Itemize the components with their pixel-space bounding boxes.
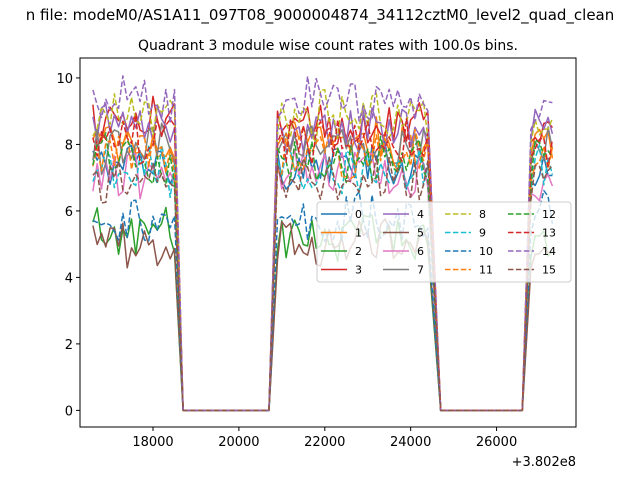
legend-label-7: 7	[417, 264, 424, 277]
x-axis-offset-label: +3.802e8	[512, 455, 576, 470]
legend-label-12: 12	[542, 208, 556, 221]
y-tick-label: 2	[65, 338, 73, 353]
x-tick-label: 18000	[132, 435, 173, 450]
y-tick-label: 8	[65, 138, 73, 153]
legend-label-13: 13	[542, 227, 556, 240]
series-line-13	[92, 114, 554, 412]
legend-label-0: 0	[355, 208, 362, 221]
series-line-14	[92, 75, 553, 412]
y-axis-ticks: 0 2 4 6 8 10	[56, 72, 80, 419]
x-tick-label: 26000	[476, 435, 517, 450]
series-line-8	[92, 88, 554, 412]
x-tick-label: 24000	[390, 435, 431, 450]
legend-label-4: 4	[417, 208, 424, 221]
legend-label-1: 1	[355, 227, 362, 240]
series-line-15	[92, 155, 553, 412]
legend-label-11: 11	[479, 264, 493, 277]
legend-label-6: 6	[417, 245, 424, 258]
legend-label-14: 14	[542, 245, 556, 258]
legend-label-9: 9	[479, 227, 486, 240]
x-tick-label: 22000	[304, 435, 345, 450]
y-tick-label: 6	[65, 205, 73, 220]
y-tick-label: 10	[56, 72, 73, 87]
legend-label-5: 5	[417, 227, 424, 240]
x-axis-ticks: 18000 20000 22000 24000 26000	[132, 427, 517, 450]
series-line-4	[92, 103, 554, 412]
legend-label-10: 10	[479, 245, 493, 258]
y-tick-label: 4	[65, 271, 73, 286]
legend-label-8: 8	[479, 208, 486, 221]
legend-label-3: 3	[355, 264, 362, 277]
series-line-6	[92, 148, 554, 412]
axes-frame	[79, 57, 577, 428]
legend-label-15: 15	[542, 264, 556, 277]
chart-title: Quadrant 3 module wise count rates with …	[138, 38, 518, 54]
legend-label-2: 2	[355, 245, 362, 258]
x-tick-label: 20000	[218, 435, 259, 450]
legend-box	[316, 201, 572, 283]
y-tick-label: 0	[65, 404, 73, 419]
figure-suptitle: n file: modeM0/AS1A11_097T08_9000004874_…	[26, 6, 615, 25]
series-line-11	[92, 128, 554, 412]
